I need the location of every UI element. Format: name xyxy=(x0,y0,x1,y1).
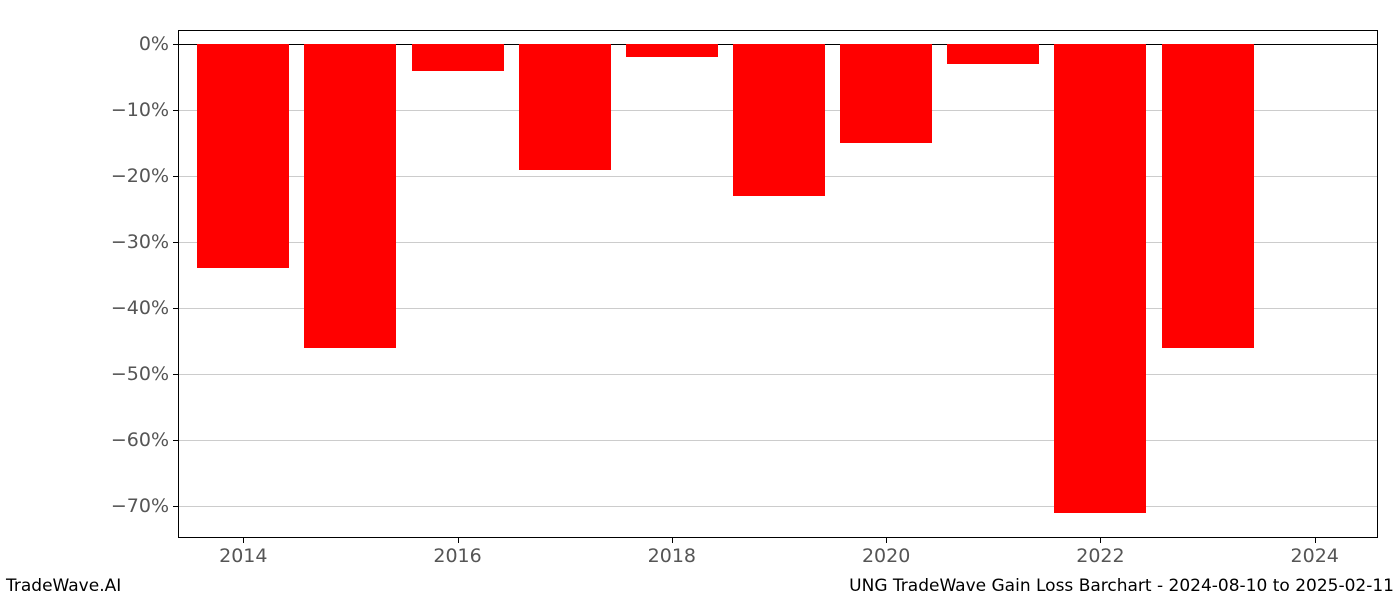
bar xyxy=(626,44,718,57)
gridline xyxy=(179,374,1377,375)
bar xyxy=(733,44,825,196)
bar xyxy=(197,44,289,268)
ytick-label: −10% xyxy=(111,99,169,121)
xtick xyxy=(458,537,459,543)
ytick xyxy=(173,374,179,375)
ytick-label: −40% xyxy=(111,297,169,319)
bar xyxy=(947,44,1039,64)
ytick-label: −60% xyxy=(111,429,169,451)
xtick-label: 2014 xyxy=(219,545,267,567)
xtick-label: 2024 xyxy=(1291,545,1339,567)
xtick xyxy=(886,537,887,543)
xtick-label: 2018 xyxy=(648,545,696,567)
ytick xyxy=(173,110,179,111)
ytick-label: −50% xyxy=(111,363,169,385)
gridline xyxy=(179,506,1377,507)
xtick xyxy=(243,537,244,543)
bar xyxy=(304,44,396,347)
footer-right-text: UNG TradeWave Gain Loss Barchart - 2024-… xyxy=(849,576,1394,596)
ytick xyxy=(173,308,179,309)
xtick xyxy=(1315,537,1316,543)
plot-area: 0%−10%−20%−30%−40%−50%−60%−70%2014201620… xyxy=(178,30,1378,538)
ytick-label: −30% xyxy=(111,231,169,253)
bar xyxy=(1054,44,1146,512)
ytick-label: −70% xyxy=(111,495,169,517)
figure: 0% −10% −20% −30% −40% −50% −60% −70% 2014 2016 20… xyxy=(0,0,1400,600)
ytick xyxy=(173,506,179,507)
bar xyxy=(519,44,611,169)
footer-left-text: TradeWave.AI xyxy=(6,576,121,596)
bar xyxy=(840,44,932,143)
xtick xyxy=(672,537,673,543)
gridline xyxy=(179,440,1377,441)
ytick xyxy=(173,176,179,177)
xtick-label: 2016 xyxy=(433,545,481,567)
xtick-label: 2022 xyxy=(1076,545,1124,567)
ytick xyxy=(173,242,179,243)
ytick-label: 0% xyxy=(139,33,169,55)
ytick xyxy=(173,440,179,441)
xtick-label: 2020 xyxy=(862,545,910,567)
bar xyxy=(412,44,504,70)
ytick-label: −20% xyxy=(111,165,169,187)
bar xyxy=(1162,44,1254,347)
xtick xyxy=(1100,537,1101,543)
